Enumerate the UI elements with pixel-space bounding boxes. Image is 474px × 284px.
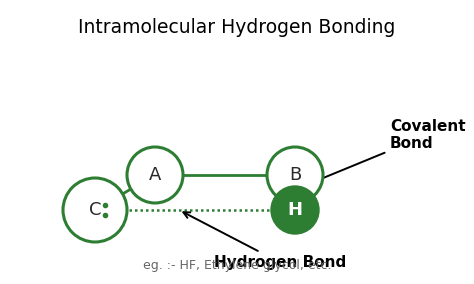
Circle shape (267, 147, 323, 203)
Text: Hydrogen Bond: Hydrogen Bond (183, 212, 346, 270)
Circle shape (127, 147, 183, 203)
Text: Intramolecular Hydrogen Bonding: Intramolecular Hydrogen Bonding (78, 18, 396, 37)
Text: Covalent
Bond: Covalent Bond (305, 119, 465, 186)
Circle shape (271, 186, 319, 234)
Text: A: A (149, 166, 161, 184)
Text: C: C (89, 201, 101, 219)
Text: B: B (289, 166, 301, 184)
Text: eg. :- HF, Ethylene glycol, etc.: eg. :- HF, Ethylene glycol, etc. (143, 259, 331, 272)
Text: H: H (288, 201, 302, 219)
Circle shape (63, 178, 127, 242)
